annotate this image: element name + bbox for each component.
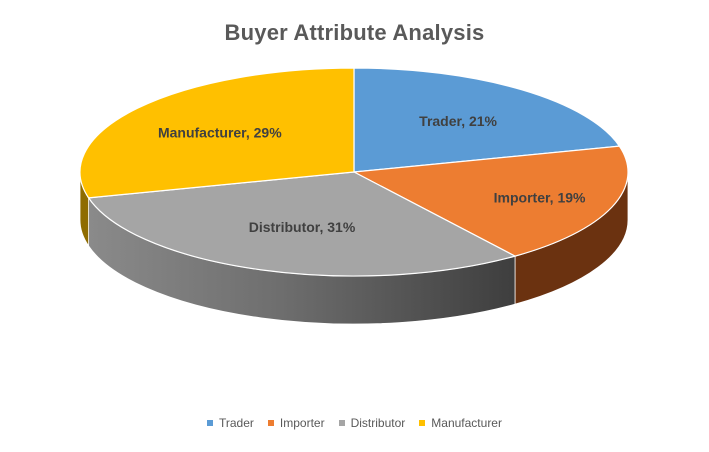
legend-label: Manufacturer — [431, 416, 502, 430]
pie-slice-manufacturer — [79, 67, 355, 199]
chart-title: Buyer Attribute Analysis — [224, 20, 485, 45]
data-label-distributor: Distributor, 31% — [249, 219, 356, 235]
legend-swatch — [207, 420, 213, 426]
pie-slice-distributor — [87, 171, 517, 277]
legend-item-trader: Trader — [207, 416, 254, 430]
legend-swatch — [338, 420, 345, 426]
legend-swatch — [267, 420, 274, 426]
legend-item-importer: Importer — [267, 416, 325, 430]
legend-label: Distributor — [350, 416, 406, 430]
legend-swatch — [419, 420, 426, 426]
legend-label: Trader — [219, 416, 254, 430]
data-label-importer: Importer, 19% — [494, 189, 586, 205]
pie-slice-trader — [353, 67, 621, 173]
data-label-manufacturer: Manufacturer, 29% — [158, 125, 282, 141]
legend-label: Importer — [279, 416, 325, 430]
data-label-trader: Trader, 21% — [419, 113, 497, 129]
pie-slice-importer — [351, 145, 629, 257]
legend-item-manufacturer: Manufacturer — [419, 416, 502, 430]
legend: Trader Importer Distributor Manufacturer — [0, 416, 709, 430]
legend-item-distributor: Distributor — [338, 416, 406, 430]
